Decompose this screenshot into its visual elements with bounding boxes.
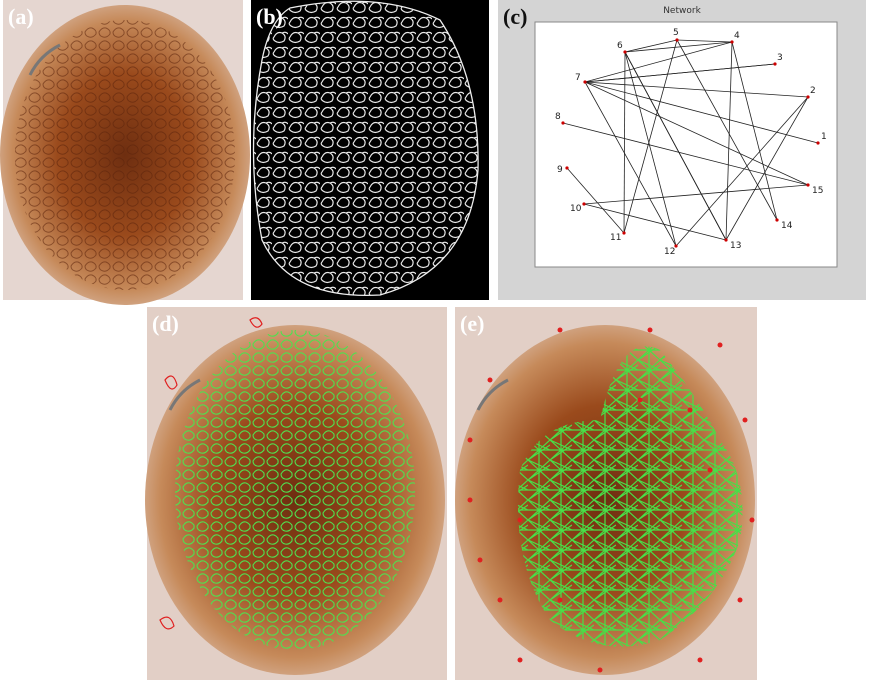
- node-label: 5: [673, 28, 679, 38]
- node-dot: [750, 518, 755, 523]
- node-label: 6: [617, 41, 623, 51]
- network-node: [675, 38, 678, 41]
- node-dot: [478, 558, 483, 563]
- panel-label: (c): [503, 4, 527, 29]
- panel-b: (b): [251, 0, 489, 300]
- panel-a: (a): [0, 0, 250, 305]
- node-dot: [648, 328, 653, 333]
- network-node: [561, 121, 564, 124]
- panel-e: (e): [455, 307, 757, 680]
- panel-label: (b): [256, 4, 283, 29]
- node-label: 8: [555, 112, 561, 122]
- node-label: 15: [812, 186, 823, 196]
- node-dot: [498, 598, 503, 603]
- node-label: 11: [610, 233, 621, 243]
- network-node: [623, 50, 626, 53]
- network-node: [622, 231, 625, 234]
- node-dot: [598, 668, 603, 673]
- node-dot: [468, 498, 473, 503]
- node-dot: [468, 438, 473, 443]
- node-dot: [558, 598, 563, 603]
- network-node: [775, 218, 778, 221]
- node-dot: [738, 598, 743, 603]
- node-label: 14: [781, 221, 793, 231]
- node-label: 7: [575, 73, 581, 83]
- network-node: [816, 141, 819, 144]
- panel-label: (e): [460, 311, 484, 336]
- network-node: [583, 80, 586, 83]
- panel-label: (a): [8, 4, 34, 29]
- node-label: 9: [557, 165, 563, 175]
- node-dot: [558, 328, 563, 333]
- node-dot: [638, 398, 643, 403]
- node-dot: [688, 408, 693, 413]
- node-dot: [518, 518, 523, 523]
- node-dot: [743, 418, 748, 423]
- network-node: [565, 166, 568, 169]
- network-node: [724, 238, 727, 241]
- node-dot: [698, 658, 703, 663]
- node-dot: [518, 658, 523, 663]
- node-label: 1: [821, 132, 827, 142]
- node-label: 13: [730, 241, 741, 251]
- network-node: [582, 202, 585, 205]
- node-label: 12: [664, 247, 675, 257]
- node-label: 10: [570, 204, 582, 214]
- node-label: 4: [734, 31, 740, 41]
- network-node: [806, 183, 809, 186]
- node-label: 3: [777, 53, 783, 63]
- node-dot: [488, 378, 493, 383]
- figure: (a) (b) Network (c) 12345678910111213141…: [0, 0, 869, 683]
- node-dot: [718, 343, 723, 348]
- panel-label: (d): [152, 311, 179, 336]
- network-title: Network: [663, 6, 701, 16]
- node-dot: [708, 468, 713, 473]
- panel-d: (d): [145, 307, 447, 680]
- node-label: 2: [810, 86, 816, 96]
